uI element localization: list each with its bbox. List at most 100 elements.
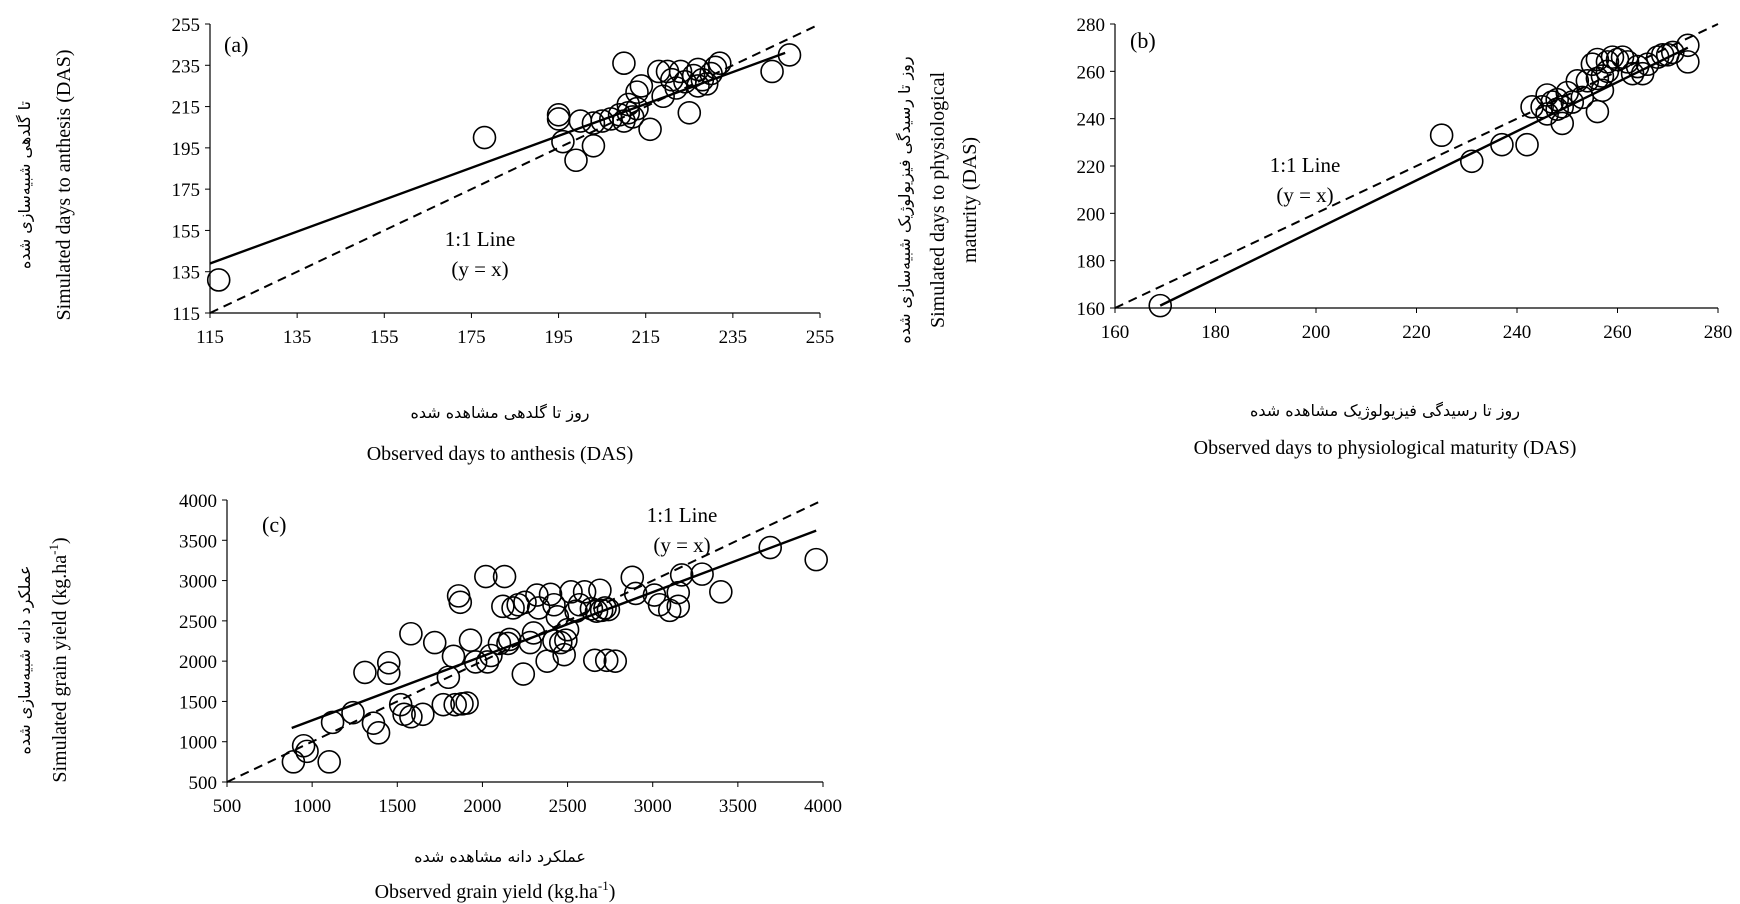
panel-a-ticks: 115 135 155 175 195 215 235 255 115 135 155 175 195 2… <box>172 15 835 348</box>
panel-b-ylabel-fa: روز تا رسیدگی فیزیولوژیک شبیه‌سازی شده <box>895 56 915 343</box>
panel-c-x-tick-label-3: 2000 <box>463 796 501 817</box>
panel-a-x-tick-label-2: 155 <box>370 327 399 348</box>
panel-a-x-tick-label-0: 115 <box>196 327 224 348</box>
panel-b-fit-line <box>1160 48 1688 306</box>
panel-c-x-tick-label-2: 1500 <box>378 796 416 817</box>
panel-a-x-tick-label-7: 255 <box>806 327 835 348</box>
panel-a-data-point-0 <box>208 269 230 291</box>
panel-c-xlabel-fa: عملکرد دانه مشاهده شده <box>414 847 586 867</box>
panel-c-y-tick-label-6: 3500 <box>179 531 217 552</box>
panel-a-y-tick-label-4: 195 <box>172 139 201 160</box>
panel-c-data-point-37 <box>512 663 534 685</box>
panel-c-x-tick-label-0: 500 <box>213 796 242 817</box>
panel-b-data-point-1 <box>1431 124 1453 146</box>
panel-c-xlabel: Observed grain yield (kg.ha-1) <box>375 878 616 903</box>
panel-a-xlabel-fa: روز تا گلدهی مشاهده شده <box>410 403 589 423</box>
panel-b-x-tick-label-6: 280 <box>1704 322 1733 343</box>
panel-a-data-point-37 <box>761 60 783 82</box>
panel-a-data-point-5 <box>548 108 570 130</box>
panel-c-y-tick-label-1: 1000 <box>179 733 217 754</box>
panel-c-data-point-24 <box>456 692 478 714</box>
panel-c-y-tick-label-0: 500 <box>189 773 218 794</box>
panel-c-chart: 500 1000 1500 2000 2500 3000 3500 4000500100015… <box>15 491 842 903</box>
panel-c-y-tick-label-4: 2500 <box>179 612 217 633</box>
panel-a-y-tick-label-2: 155 <box>172 221 201 242</box>
panel-b-tag: (b) <box>1130 28 1156 53</box>
panel-b-data-point-40 <box>1677 51 1699 73</box>
panel-a-annotation-line1: 1:1 Line <box>445 227 516 251</box>
panel-b-ylabel-line2: maturity (DAS) <box>959 137 981 263</box>
panel-c-x-tick-label-6: 3500 <box>719 796 757 817</box>
panel-c-y-tick-label-3: 2000 <box>179 652 217 673</box>
panel-a-x-tick-label-6: 235 <box>719 327 748 348</box>
panel-b-x-tick-label-2: 200 <box>1302 322 1331 343</box>
panel-a-x-tick-label-5: 215 <box>631 327 660 348</box>
panel-a-chart: 115 135 155 175 195 215 235 2551151351551751952… <box>15 15 834 465</box>
panel-a-x-tick-label-1: 135 <box>283 327 312 348</box>
panel-c-ylabel-fa: عملکرد دانه شبیه‌سازی شده <box>15 565 35 754</box>
panel-c-y-tick-label-7: 4000 <box>179 491 217 512</box>
panel-b-x-tick-label-3: 220 <box>1402 322 1431 343</box>
panel-c-data-point-4 <box>322 711 344 733</box>
panel-b-x-tick-label-5: 260 <box>1603 322 1632 343</box>
panel-a-data-point-1 <box>474 127 496 149</box>
panel-c-data-point-76 <box>805 549 827 571</box>
panel-a-one-to-one-line <box>210 24 820 313</box>
panel-c-data-point-52 <box>560 581 582 603</box>
panel-c-data-point-19 <box>442 645 464 667</box>
panel-b-y-tick-label-4: 240 <box>1077 110 1106 131</box>
panel-c-data-point-6 <box>354 661 376 683</box>
panel-b-data-point-22 <box>1586 101 1608 123</box>
panel-b-data-point-3 <box>1491 134 1513 156</box>
panel-a-y-tick-label-7: 255 <box>172 15 201 36</box>
panel-a-y-tick-label-3: 175 <box>172 180 201 201</box>
panel-a-xlabel: Observed days to anthesis (DAS) <box>367 443 634 465</box>
panel-b-x-tick-label-0: 160 <box>1101 322 1130 343</box>
panel-c-data-point-65 <box>621 566 643 588</box>
panel-c-data-point-16 <box>424 632 446 654</box>
panel-b-x-tick-label-1: 180 <box>1201 322 1230 343</box>
panel-b-annotation-line2: (y = x) <box>1276 183 1333 207</box>
panel-b-chart: 160 180 200 220 240 260 280 160 180 200 220 240 260 2… <box>895 15 1732 459</box>
panel-b-y-tick-label-0: 160 <box>1077 299 1106 320</box>
panel-a-annotation-line2: (y = x) <box>451 257 508 281</box>
panel-c-x-tick-label-4: 2500 <box>549 796 587 817</box>
panel-a-data-point-13 <box>613 52 635 74</box>
panel-c-x-tick-label-1: 1000 <box>293 796 331 817</box>
panel-c-data-point-25 <box>460 629 482 651</box>
panel-a-data-point-19 <box>630 75 652 97</box>
panel-a-x-tick-label-3: 175 <box>457 327 486 348</box>
panel-c-data-point-2 <box>296 740 318 762</box>
panel-c-annotation-line1: 1:1 Line <box>647 503 718 527</box>
panel-a-ylabel: Simulated days to anthesis (DAS) <box>53 49 75 320</box>
panel-b-y-tick-label-5: 260 <box>1077 62 1106 83</box>
panel-c-y-tick-label-5: 3000 <box>179 572 217 593</box>
panel-a-ylabel-fa: تا گلدهی شبیه‌سازی شده <box>15 101 35 269</box>
panel-b-xlabel-fa: روز تا رسیدگی فیزیولوژیک مشاهده شده <box>1250 401 1520 421</box>
panel-c-data-point-57 <box>584 649 606 671</box>
panel-c-x-tick-label-7: 4000 <box>804 796 842 817</box>
panel-a-data-point-12 <box>613 110 635 132</box>
panel-c-ylabel-close: ) <box>49 537 71 544</box>
panel-a-data-point-28 <box>678 102 700 124</box>
panel-c-annotation-line2: (y = x) <box>653 533 710 557</box>
panel-c-xlabel-unit-superscript: -1 <box>598 878 609 893</box>
panel-b-y-tick-label-2: 200 <box>1077 204 1106 225</box>
panel-a-y-tick-label-6: 235 <box>172 56 201 77</box>
panel-c-xlabel-text: Observed grain yield (kg.ha <box>375 881 598 903</box>
panel-b-x-tick-label-4: 240 <box>1503 322 1532 343</box>
panel-a-tag: (a) <box>224 32 248 57</box>
panel-c-data-point-3 <box>318 751 340 773</box>
panel-b-xlabel: Observed days to physiological maturity … <box>1194 437 1577 459</box>
panel-a-data-point-35 <box>704 56 726 78</box>
panel-a-y-tick-label-1: 135 <box>172 263 201 284</box>
panel-c-ylabel-unit-superscript: -1 <box>46 544 61 555</box>
panel-c-x-tick-label-5: 3000 <box>634 796 672 817</box>
panel-c-xlabel-close: ) <box>609 881 616 903</box>
panel-a-data-point-2 <box>548 104 570 126</box>
panel-c-tag: (c) <box>262 512 286 537</box>
panel-a-data-point-22 <box>652 85 674 107</box>
panel-b-annotation-line1: 1:1 Line <box>1270 153 1341 177</box>
panel-c-ylabel: Simulated grain yield (kg.ha-1) <box>46 537 71 782</box>
